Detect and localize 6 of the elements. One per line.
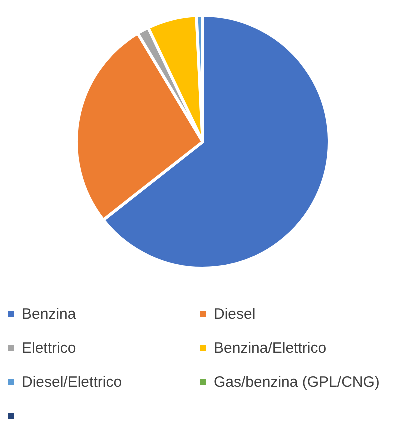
legend-label: Diesel/Elettrico	[22, 374, 122, 390]
legend-label: Elettrico	[22, 340, 76, 356]
legend-label: Benzina	[22, 306, 76, 322]
legend-label: Benzina/Elettrico	[214, 340, 327, 356]
legend-label: Gas/benzina (GPL/CNG)	[214, 374, 380, 390]
legend-label: Diesel	[214, 306, 256, 322]
